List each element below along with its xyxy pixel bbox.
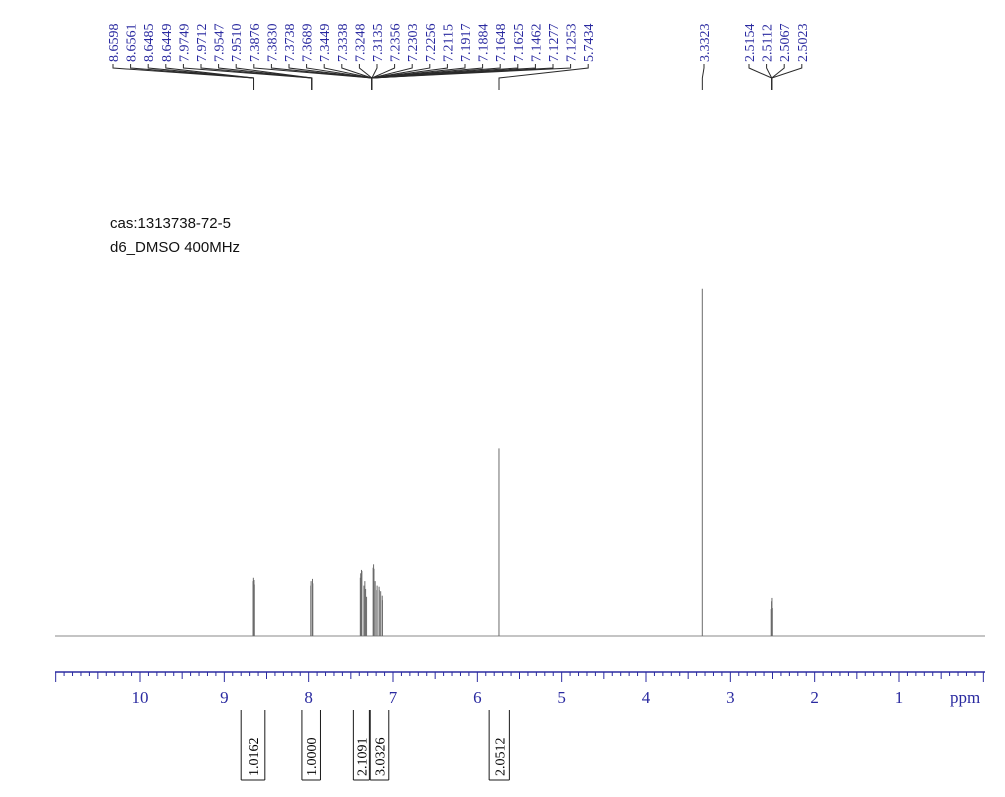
peak-label-leader: [323, 64, 373, 90]
integral-value: 2.1091: [355, 738, 370, 777]
peak-label: 8.6485: [142, 24, 157, 63]
peak-label: 2.5112: [761, 24, 776, 62]
x-tick-label: 3: [726, 688, 735, 707]
peak-label: 2.5067: [778, 24, 793, 63]
solvent-frequency-annotation: d6_DMSO 400MHz: [110, 239, 240, 256]
peak-label: 7.1253: [565, 24, 580, 63]
peak-label-leader: [771, 64, 803, 90]
x-tick-label: 8: [304, 688, 313, 707]
peak-label: 8.6561: [125, 24, 140, 63]
peak-label: 7.3876: [248, 24, 263, 63]
peak-label: 2.5023: [796, 24, 811, 63]
integral-value: 1.0000: [305, 738, 320, 777]
peak-label: 7.3689: [301, 24, 316, 63]
integral-bracket: [369, 710, 390, 781]
peak-label: 7.3135: [371, 24, 386, 63]
x-tick-label: 6: [473, 688, 482, 707]
spectrum-trace-layer: [55, 288, 985, 637]
peak-label: 7.2303: [406, 24, 421, 63]
peak-label: 7.2356: [389, 24, 404, 63]
peak-label: 7.9749: [177, 24, 192, 63]
ppm-axis: 10 9 8 7 6 5 4 3 2 1: [55, 671, 985, 707]
integral-bracket: [352, 710, 370, 781]
integral-bracket: [240, 710, 266, 781]
peak-label: 7.1277: [547, 24, 562, 63]
peak-label: 2.5154: [743, 24, 758, 63]
peak-label: 5.7434: [582, 24, 597, 63]
peak-label: 3.3323: [698, 24, 713, 63]
x-axis-label: ppm: [950, 688, 980, 707]
peak-label-leader: [235, 64, 313, 90]
x-tick-label: 7: [389, 688, 398, 707]
sample-cas-annotation: cas:1313738-72-5: [110, 215, 231, 232]
peak-label-leader: [371, 64, 572, 90]
peak-label: 7.9510: [230, 23, 245, 62]
peak-label: 7.3830: [265, 24, 280, 63]
peak-label: 7.2115: [441, 24, 456, 62]
peak-label: 7.1884: [477, 24, 492, 62]
integral-value: 3.0326: [374, 738, 389, 777]
x-tick-label: 5: [557, 688, 566, 707]
peak-label: 7.1625: [512, 24, 527, 63]
peak-label: 7.1462: [529, 24, 544, 63]
peak-label: 7.3338: [336, 24, 351, 63]
peak-label-leader: [701, 64, 705, 90]
peak-label: 7.2256: [424, 24, 439, 63]
peak-label-leader: [165, 64, 255, 90]
integral-value: 1.0162: [247, 738, 262, 777]
integral-bracket: [488, 710, 510, 781]
peak-label-leader: [498, 64, 589, 90]
peak-labels-layer: 8.6598 8.6561 8.6485 8.6449 7.9749 7.9712 7.95…: [107, 23, 811, 90]
peak-label-leader: [270, 64, 373, 90]
x-tick-label: 9: [220, 688, 229, 707]
peak-label: 7.3248: [353, 24, 368, 63]
integrals-layer: 1.0162 1.0000 2.1091 3.0326 2.0512: [240, 710, 510, 781]
peak-label-leader: [748, 64, 773, 90]
peak-label: 7.9712: [195, 24, 210, 63]
x-tick-label: 4: [642, 688, 651, 707]
x-tick-label: 10: [132, 688, 149, 707]
peak-label-leader: [306, 64, 373, 90]
peak-label: 8.6598: [107, 24, 122, 63]
peak-label: 7.1648: [494, 24, 509, 63]
peak-label: 7.3738: [283, 24, 298, 63]
peak-label: 7.9547: [213, 24, 228, 63]
x-tick-label: 1: [895, 688, 904, 707]
peak-label: 7.3449: [318, 24, 333, 63]
peak-label: 8.6449: [160, 24, 175, 63]
integral-bracket: [301, 710, 321, 781]
peak-label: 7.1917: [459, 24, 474, 63]
x-tick-label: 2: [810, 688, 819, 707]
integral-value: 2.0512: [493, 738, 508, 777]
